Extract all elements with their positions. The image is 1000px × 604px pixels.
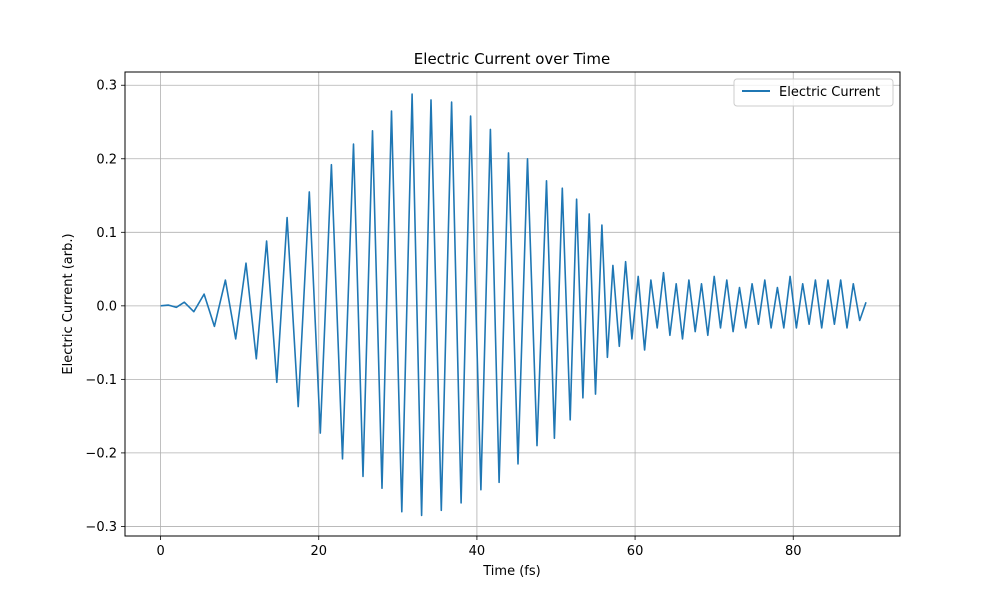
y-tick-label: −0.3 bbox=[85, 520, 117, 535]
x-axis-label: Time (fs) bbox=[482, 564, 540, 579]
y-axis-label: Electric Current (arb.) bbox=[61, 233, 76, 374]
x-tick-label: 0 bbox=[156, 544, 164, 559]
chart-title: Electric Current over Time bbox=[414, 50, 610, 68]
y-tick-label: 0.0 bbox=[96, 299, 117, 314]
legend-label: Electric Current bbox=[779, 85, 880, 100]
legend-box bbox=[733, 78, 894, 107]
plot-frame bbox=[124, 71, 901, 537]
y-tick-label: −0.2 bbox=[85, 446, 117, 461]
axis-ticks: 0 20 40 60 80 −0.3 −0.2 −0.1 0.0 0.1 0.2 0.3 bbox=[85, 79, 801, 559]
x-tick-label: 40 bbox=[469, 544, 486, 559]
x-tick-label: 60 bbox=[627, 544, 644, 559]
series-line-electric-current bbox=[160, 93, 867, 517]
x-tick-label: 80 bbox=[785, 544, 802, 559]
y-tick-label: −0.1 bbox=[85, 373, 117, 388]
legend: Electric Current bbox=[733, 78, 894, 107]
grid-lines bbox=[125, 72, 900, 536]
y-tick-label: 0.3 bbox=[96, 79, 117, 94]
y-tick-label: 0.2 bbox=[96, 152, 117, 167]
series-group bbox=[160, 93, 867, 517]
x-tick-label: 20 bbox=[310, 544, 327, 559]
y-tick-label: 0.1 bbox=[96, 226, 117, 241]
